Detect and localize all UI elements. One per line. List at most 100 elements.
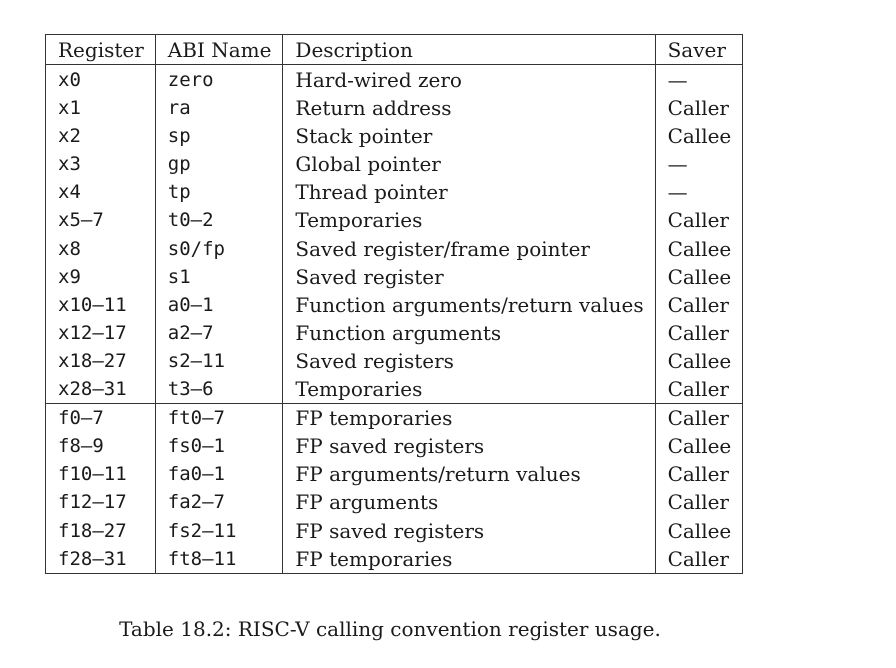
table-caption: Table 18.2: RISC-V calling convention re… bbox=[119, 617, 661, 641]
table-row: x10–11 a0–1 Function arguments/return valu… bbox=[45, 290, 743, 319]
table-row: x4 tp Thread pointer — bbox=[45, 178, 743, 207]
cell-abi-name: t3–6 bbox=[155, 375, 284, 404]
cell-abi-name: s0/fp bbox=[155, 234, 284, 263]
cell-abi-name: s1 bbox=[155, 262, 284, 291]
cell-abi-name: s2–11 bbox=[155, 346, 284, 376]
cell-abi-name: t0–2 bbox=[155, 206, 284, 235]
cell-abi-name: fa2–7 bbox=[155, 488, 284, 517]
cell-saver: Callee bbox=[667, 518, 732, 543]
cell-saver: — bbox=[667, 68, 688, 92]
cell-saver: Callee bbox=[667, 236, 732, 261]
cell-saver: Caller bbox=[655, 403, 743, 433]
cell-saver: Caller bbox=[667, 546, 729, 571]
cell-description: Return address bbox=[282, 94, 656, 123]
table-row: x12–17 a2–7 Function arguments Caller bbox=[45, 318, 743, 347]
cell-saver: Caller bbox=[667, 320, 729, 345]
table-row: x2 sp Stack pointer Callee bbox=[45, 122, 743, 151]
table-row: f8–9 fs0–1 FP saved registers Callee bbox=[45, 432, 743, 461]
table-row: x1 ra Return address Caller bbox=[45, 94, 743, 123]
cell-register: x9 bbox=[45, 262, 156, 291]
cell-description: FP temporaries bbox=[282, 403, 656, 433]
cell-abi-name: ft0–7 bbox=[155, 403, 284, 433]
cell-register: x2 bbox=[45, 122, 156, 151]
cell-abi-name: fs2–11 bbox=[155, 516, 284, 545]
cell-register: f8–9 bbox=[45, 432, 156, 461]
cell-saver: Callee bbox=[667, 434, 732, 459]
cell-register: x10–11 bbox=[45, 290, 156, 319]
cell-register: x4 bbox=[45, 178, 156, 207]
header-saver: Saver bbox=[655, 34, 743, 65]
header-abi-name: ABI Name bbox=[155, 34, 284, 65]
cell-description: FP arguments/return values bbox=[282, 460, 656, 489]
cell-register: f0–7 bbox=[45, 403, 156, 433]
table-row: f18–27 fs2–11 FP saved registers Callee bbox=[45, 516, 743, 545]
cell-saver: Caller bbox=[667, 208, 729, 233]
cell-saver: Callee bbox=[667, 264, 732, 289]
cell-saver: Caller bbox=[667, 462, 729, 487]
table-row: x0 zero Hard-wired zero — bbox=[45, 64, 743, 95]
cell-saver: Caller bbox=[667, 292, 729, 317]
cell-saver: Caller bbox=[667, 377, 729, 402]
table-row: x3 gp Global pointer — bbox=[45, 150, 743, 179]
table-row: f12–17 fa2–7 FP arguments Caller bbox=[45, 488, 743, 517]
table-row: x28–31 t3–6 Temporaries Caller bbox=[45, 375, 743, 404]
cell-description: Saved registers bbox=[282, 346, 656, 376]
integer-registers-section: x0 zero Hard-wired zero — x1 ra Return address… bbox=[45, 64, 743, 404]
cell-description: Global pointer bbox=[282, 150, 656, 179]
header-description: Description bbox=[282, 34, 656, 65]
cell-abi-name: gp bbox=[155, 150, 284, 179]
cell-description: FP saved registers bbox=[282, 516, 656, 545]
cell-register: f18–27 bbox=[45, 516, 156, 545]
cell-description: Saved register bbox=[282, 262, 656, 291]
cell-description: Hard-wired zero bbox=[282, 64, 656, 95]
cell-abi-name: a0–1 bbox=[155, 290, 284, 319]
table-row: x8 s0/fp Saved register/frame pointer Calle… bbox=[45, 234, 743, 263]
register-usage-table: Register ABI Name Description Saver x0 ze… bbox=[45, 34, 744, 574]
cell-description: Temporaries bbox=[282, 206, 656, 235]
table-row: x5–7 t0–2 Temporaries Caller bbox=[45, 206, 743, 235]
cell-saver: — bbox=[667, 180, 688, 205]
table-header: Register ABI Name Description Saver bbox=[45, 34, 743, 65]
cell-register: f28–31 bbox=[45, 544, 156, 574]
cell-abi-name: ra bbox=[155, 94, 284, 123]
header-register: Register bbox=[45, 34, 156, 65]
cell-saver: Caller bbox=[667, 490, 729, 515]
cell-abi-name: ft8–11 bbox=[155, 544, 284, 574]
table-row: x18–27 s2–11 Saved registers Callee bbox=[45, 346, 743, 376]
table-row: f28–31 ft8–11 FP temporaries Caller bbox=[45, 544, 743, 574]
cell-register: x18–27 bbox=[45, 346, 156, 376]
cell-description: Temporaries bbox=[282, 375, 656, 404]
cell-abi-name: fa0–1 bbox=[155, 460, 284, 489]
cell-abi-name: zero bbox=[155, 64, 284, 95]
table-row: f0–7 ft0–7 FP temporaries Caller bbox=[45, 403, 743, 433]
cell-saver: Callee bbox=[667, 348, 732, 373]
cell-description: Function arguments bbox=[282, 318, 656, 347]
cell-description: FP temporaries bbox=[282, 544, 656, 574]
cell-saver: Callee bbox=[667, 124, 732, 149]
cell-description: Stack pointer bbox=[282, 122, 656, 151]
cell-register: f12–17 bbox=[45, 488, 156, 517]
cell-register: x12–17 bbox=[45, 318, 156, 347]
cell-saver: — bbox=[667, 152, 688, 177]
cell-abi-name: a2–7 bbox=[155, 318, 284, 347]
header-row: Register ABI Name Description Saver bbox=[45, 34, 743, 65]
table-row: x9 s1 Saved register Callee bbox=[45, 262, 743, 291]
cell-description: FP arguments bbox=[282, 488, 656, 517]
cell-register: x8 bbox=[45, 234, 156, 263]
cell-saver: Caller bbox=[667, 96, 729, 121]
cell-register: x28–31 bbox=[45, 375, 156, 404]
cell-register: x5–7 bbox=[45, 206, 156, 235]
cell-description: Saved register/frame pointer bbox=[282, 234, 656, 263]
cell-abi-name: tp bbox=[155, 178, 284, 207]
cell-description: Thread pointer bbox=[282, 178, 656, 207]
cell-register: x1 bbox=[45, 94, 156, 123]
cell-description: FP saved registers bbox=[282, 432, 656, 461]
cell-register: f10–11 bbox=[45, 460, 156, 489]
cell-register: x0 bbox=[45, 64, 156, 95]
cell-abi-name: fs0–1 bbox=[155, 432, 284, 461]
fp-registers-section: f0–7 ft0–7 FP temporaries Caller f8–9 fs0–1 FP… bbox=[45, 403, 743, 574]
cell-abi-name: sp bbox=[155, 122, 284, 151]
cell-register: x3 bbox=[45, 150, 156, 179]
cell-description: Function arguments/return values bbox=[282, 290, 656, 319]
table-row: f10–11 fa0–1 FP arguments/return values Cal… bbox=[45, 460, 743, 489]
